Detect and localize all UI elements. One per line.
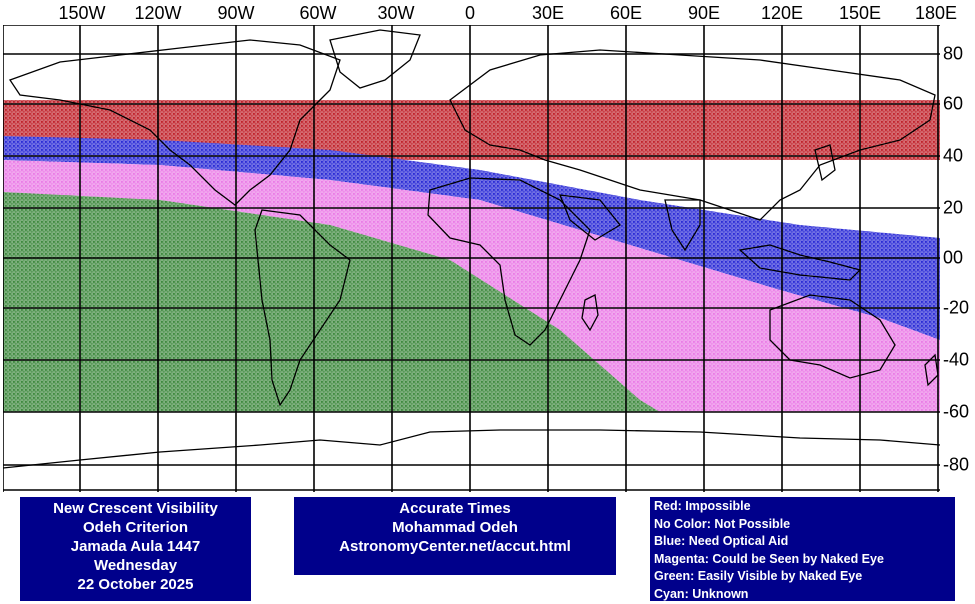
lon-label-150w: 150W xyxy=(58,3,106,23)
lat-label-80: 80 xyxy=(943,43,964,64)
lon-label-120w: 120W xyxy=(134,3,182,23)
map-svg xyxy=(3,25,940,492)
lat-label-minus-40: -40 xyxy=(943,349,970,370)
lon-label-30w: 30W xyxy=(377,3,415,23)
lon-label-150e: 150E xyxy=(838,3,882,23)
source-panel: Accurate Times Mohammad Odeh AstronomyCe… xyxy=(294,497,616,575)
coastlines xyxy=(3,29,940,469)
lat-label-40: 40 xyxy=(943,145,964,166)
graticule xyxy=(3,25,940,492)
title-line-5: 22 October 2025 xyxy=(77,576,194,593)
legend-item-no-color: No Color: Not Possible xyxy=(654,516,791,531)
source-line-2: Mohammad Odeh xyxy=(392,519,518,536)
visibility-map: 150W 120W 90W 60W 30W 0 30E 60E 90E 120E… xyxy=(3,3,970,492)
legend-item-magenta: Magenta: Could be Seen by Naked Eye xyxy=(654,551,884,566)
lon-label-90w: 90W xyxy=(217,3,255,23)
lat-label-60: 60 xyxy=(943,93,964,114)
title-line-1: New Crescent Visibility xyxy=(53,500,218,517)
lat-label-00: 00 xyxy=(943,247,964,268)
legend-item-blue: Blue: Need Optical Aid xyxy=(654,534,789,548)
source-line-1: Accurate Times xyxy=(399,500,511,517)
lon-label-90e: 90E xyxy=(687,3,721,23)
lat-label-minus-20: -20 xyxy=(943,297,970,318)
legend-item-green: Green: Easily Visible by Naked Eye xyxy=(654,569,863,583)
lon-label-0: 0 xyxy=(464,3,476,23)
lat-label-20: 20 xyxy=(943,197,964,218)
lon-label-60w: 60W xyxy=(299,3,337,23)
title-line-3: Jamada Aula 1447 xyxy=(70,538,201,555)
title-panel: New Crescent Visibility Odeh Criterion J… xyxy=(20,497,251,601)
title-line-4: Wednesday xyxy=(93,557,178,574)
legend-panel: Red: Impossible No Color: Not Possible B… xyxy=(650,497,955,601)
lon-label-30e: 30E xyxy=(531,3,565,23)
source-line-3: AstronomyCenter.net/accut.html xyxy=(339,538,571,555)
title-line-2: Odeh Criterion xyxy=(82,519,188,536)
lon-label-60e: 60E xyxy=(609,3,643,23)
legend-item-red: Red: Impossible xyxy=(654,499,751,513)
lat-label-minus-80: -80 xyxy=(943,454,970,475)
lon-label-180e: 180E xyxy=(914,3,958,23)
legend-item-cyan: Cyan: Unknown xyxy=(654,586,749,601)
lat-label-minus-60: -60 xyxy=(943,401,970,422)
lon-label-120e: 120E xyxy=(760,3,804,23)
